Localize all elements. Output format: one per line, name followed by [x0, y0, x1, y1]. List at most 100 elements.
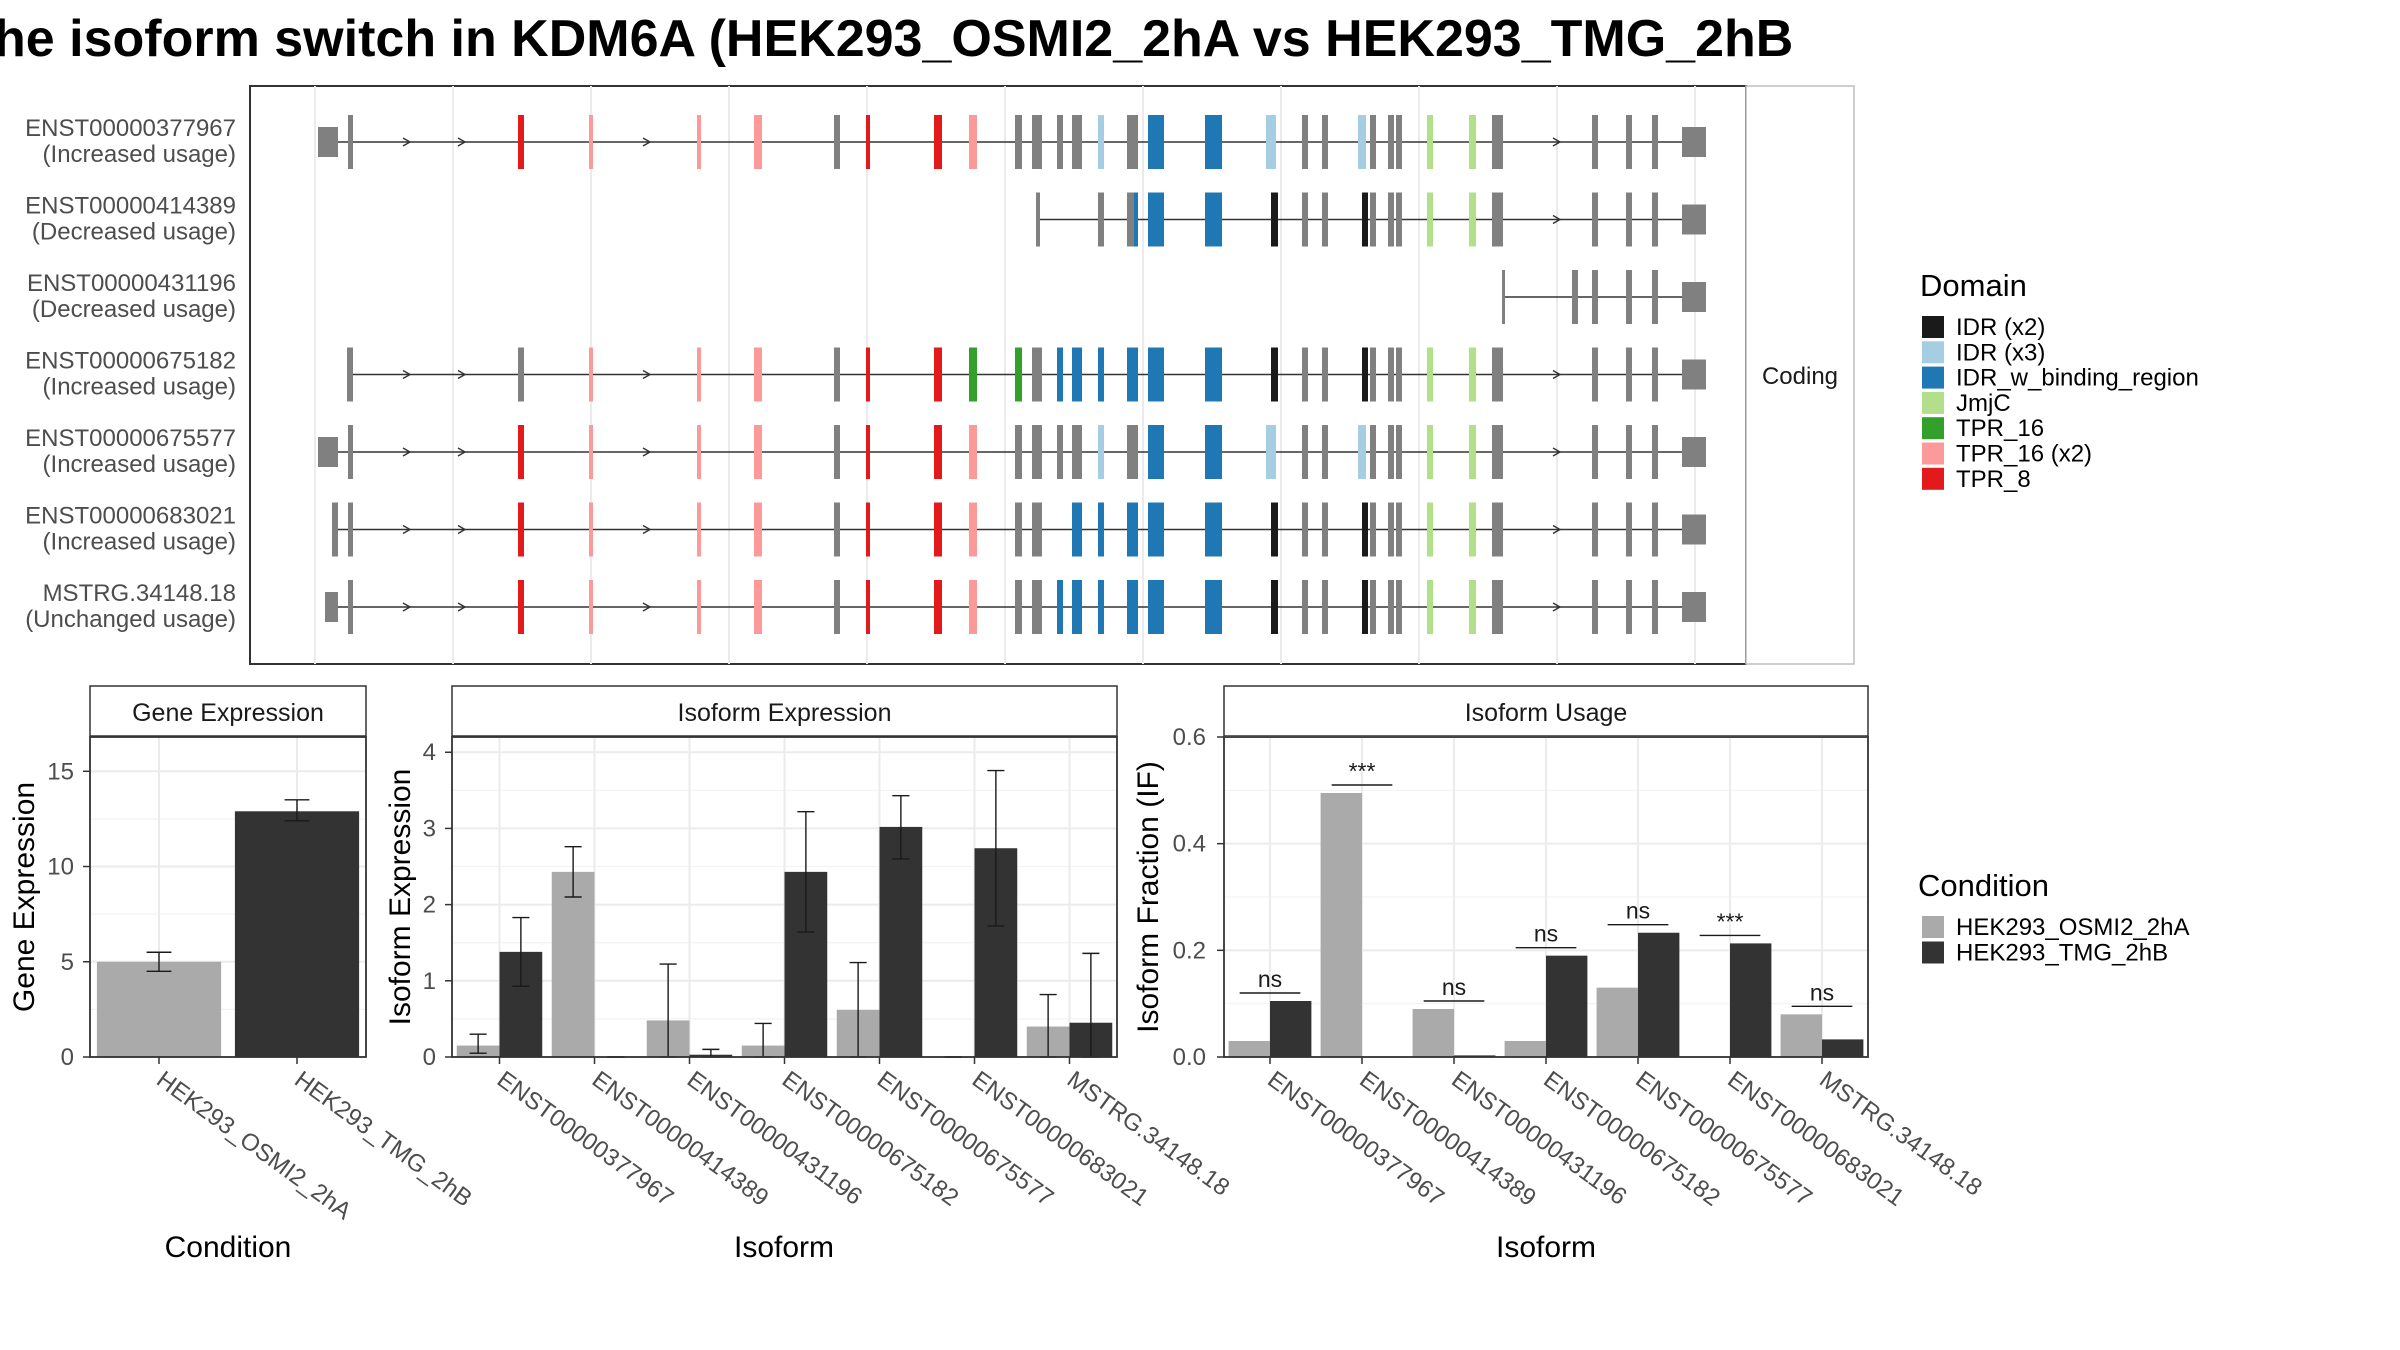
bar — [1596, 987, 1638, 1057]
x-axis-title: Isoform — [1496, 1231, 1596, 1264]
y-tick-label: 0.6 — [1173, 724, 1206, 751]
domain-legend-label: IDR (x3) — [1956, 339, 2045, 366]
exon-block — [1134, 192, 1138, 247]
exon-block — [1127, 425, 1138, 479]
exon-block — [1652, 580, 1658, 634]
exon-block — [347, 347, 353, 402]
plot-border — [89, 736, 367, 1058]
y-tick-label: 0.0 — [1173, 1044, 1206, 1071]
intron-direction-arrow — [1552, 602, 1562, 612]
exon-block — [1652, 115, 1658, 169]
exon-block — [1469, 580, 1476, 634]
bar — [1546, 955, 1588, 1057]
x-tick-label: ENST00000675577 — [872, 1066, 1058, 1212]
condition-legend-swatch — [1922, 916, 1944, 938]
exon-block — [1469, 192, 1476, 247]
exon-block — [1266, 425, 1276, 479]
significance-label: ns — [1626, 898, 1650, 924]
x-tick-label: ENST00000675182 — [777, 1066, 963, 1212]
exon-block — [754, 425, 762, 479]
chart-panel-title: Isoform Usage — [1465, 699, 1628, 727]
intron-direction-arrow — [457, 524, 467, 535]
facet-strip — [1223, 685, 1869, 737]
facet-label: Coding — [1762, 363, 1838, 390]
exon-block — [1032, 347, 1042, 402]
y-tick-label: 5 — [61, 949, 74, 976]
exon-block — [834, 502, 840, 557]
exon-block — [866, 580, 870, 634]
exon-block — [1015, 425, 1022, 479]
exon-block — [1036, 192, 1040, 247]
y-tick-label: 15 — [47, 758, 74, 785]
exon-block — [1370, 347, 1376, 402]
exon-block — [834, 425, 840, 479]
exon-block — [1302, 580, 1308, 634]
intron-direction-arrow — [642, 369, 652, 380]
y-tick-label: 0.4 — [1173, 831, 1206, 858]
exon-block — [1592, 270, 1598, 324]
exon-block — [1396, 192, 1402, 247]
exon-block — [1502, 270, 1505, 324]
exon-block — [1322, 115, 1328, 169]
exon-block — [1682, 204, 1706, 235]
exon-block — [1322, 580, 1328, 634]
exon-block — [1682, 359, 1706, 390]
domain-legend-label: TPR_8 — [1956, 466, 2031, 493]
exon-block — [1592, 192, 1598, 247]
exon-block — [1682, 514, 1706, 545]
intron-direction-arrow — [402, 447, 412, 457]
bar — [234, 811, 360, 1057]
exon-block — [1072, 502, 1082, 557]
exon-block — [1205, 502, 1222, 557]
y-tick-label: 10 — [47, 854, 74, 881]
exon-block — [1032, 580, 1042, 634]
exon-block — [1592, 425, 1598, 479]
domain-legend-swatch — [1922, 391, 1944, 414]
bar — [1822, 1039, 1864, 1057]
transcript-id-label: ENST00000675577 — [25, 425, 236, 452]
exon-block — [1271, 192, 1278, 247]
exon-block — [1592, 347, 1598, 402]
significance-label: *** — [1349, 758, 1376, 784]
exon-block — [1358, 115, 1366, 169]
exon-block — [1127, 580, 1138, 634]
x-tick-label: ENST00000431196 — [682, 1066, 867, 1211]
exon-block — [1148, 425, 1164, 479]
domain-legend-title: Domain — [1920, 268, 2027, 303]
exon-block — [1072, 115, 1082, 169]
exon-block — [697, 347, 701, 402]
y-tick-label: 0.2 — [1173, 937, 1206, 964]
x-tick-label: MSTRG.34148.18 — [1062, 1066, 1234, 1202]
domain-legend-swatch — [1922, 366, 1944, 389]
exon-block — [1388, 347, 1394, 402]
exon-block — [1370, 502, 1376, 557]
exon-block — [1626, 270, 1632, 324]
exon-block — [1205, 192, 1222, 247]
intron-direction-arrow — [1552, 214, 1562, 225]
transcript-id-label: ENST00000377967 — [25, 115, 236, 142]
exon-block — [866, 347, 870, 402]
exon-block — [1652, 425, 1658, 479]
intron-direction-arrow — [402, 524, 412, 535]
transcript-id-label: MSTRG.34148.18 — [43, 580, 236, 607]
exon-block — [1492, 115, 1503, 169]
bar-group — [96, 799, 360, 1057]
bar-group — [1228, 793, 1864, 1057]
exon-block — [1652, 192, 1658, 247]
exon-block — [1427, 347, 1433, 402]
transcript-id-label: ENST00000683021 — [25, 503, 236, 530]
exon-block — [1322, 347, 1328, 402]
intron-direction-arrow — [457, 369, 467, 380]
exon-block — [1057, 425, 1063, 479]
significance-label: ns — [1442, 974, 1466, 1000]
exon-block — [1652, 270, 1658, 324]
exon-block — [318, 127, 338, 157]
x-tick-label: ENST00000414389 — [587, 1066, 773, 1212]
y-tick-label: 1 — [423, 968, 436, 995]
domain-legend-label: IDR_w_binding_region — [1956, 365, 2199, 392]
exon-block — [1127, 502, 1138, 557]
facet-strip — [1745, 85, 1855, 665]
exon-block — [697, 502, 701, 557]
condition-legend-label: HEK293_OSMI2_2hA — [1956, 914, 2189, 941]
